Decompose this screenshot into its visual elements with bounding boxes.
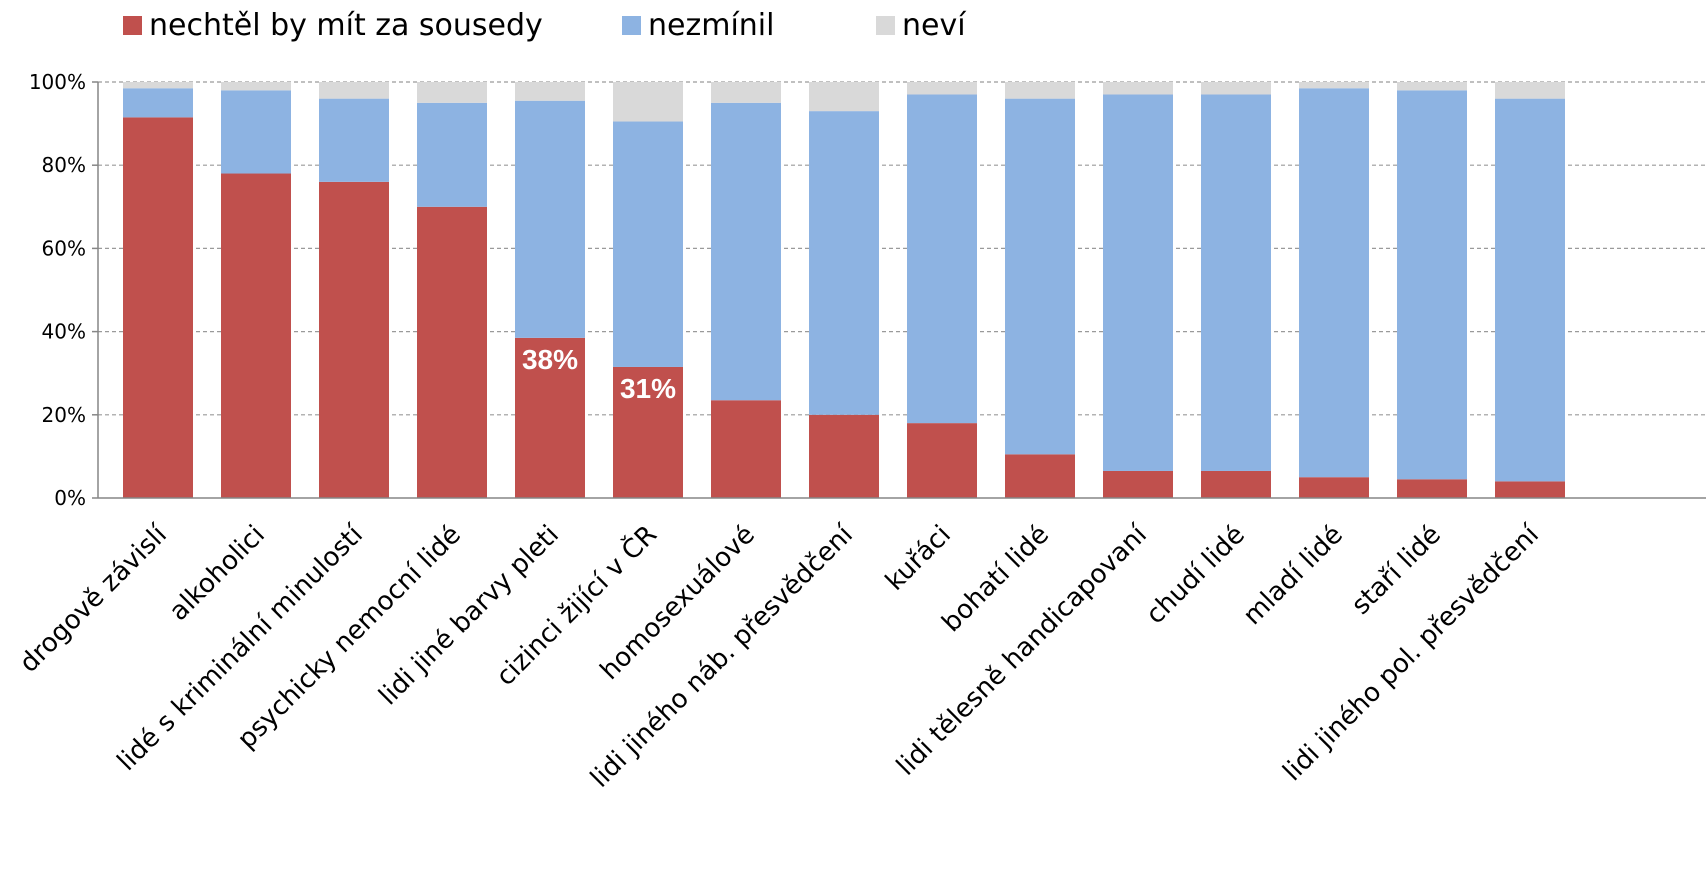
axes [92,81,1706,499]
bar-segment-0-2 [319,181,389,498]
bar-segment-1-9 [1005,98,1075,455]
bar-segment-1-2 [319,98,389,182]
y-tick-label: 80% [42,153,86,177]
legend-swatch [123,16,142,35]
legend-swatch [876,16,895,35]
bar-segment-1-13 [1397,90,1467,480]
legend: nechtěl by mít za sousedy nezmínil neví [123,8,967,43]
bar-segment-2-6 [711,82,781,103]
bar-segment-2-11 [1201,82,1271,95]
bar-segment-0-14 [1495,481,1565,498]
x-category-label: drogově závislí [14,519,173,678]
legend-label: nechtěl by mít za sousedy [149,8,543,43]
bar-segment-2-2 [319,82,389,99]
bar-segment-1-5 [613,121,683,367]
bar-segment-2-7 [809,82,879,112]
bar-segment-0-9 [1005,454,1075,498]
bar-segment-0-12 [1299,477,1369,498]
bar-segment-2-13 [1397,82,1467,91]
legend-label: neví [902,8,967,43]
bar-segment-1-10 [1103,94,1173,471]
bar-segment-0-11 [1201,470,1271,498]
x-category-label: staří lidé [1346,520,1447,621]
bar-segment-2-12 [1299,82,1369,89]
bar-segment-2-1 [221,82,291,91]
bar-segment-2-0 [123,82,193,89]
bar-segment-0-0 [123,117,193,499]
bar-segment-1-11 [1201,94,1271,471]
bar-segment-0-8 [907,423,977,498]
bar-segment-1-7 [809,111,879,415]
x-category-label: mladí lidé [1238,520,1349,631]
bar-segment-2-9 [1005,82,1075,99]
y-tick-labels: 0% 20% 40% 60% 80% 100% [29,70,86,510]
bar-segment-0-1 [221,173,291,498]
bar-segment-1-4 [515,100,585,338]
bar-segment-1-12 [1299,88,1369,478]
y-tick-label: 0% [54,486,86,510]
x-category-label: lidi jiné barvy pleti [373,520,565,712]
bar-segment-0-6 [711,400,781,498]
y-tick-label: 100% [29,70,86,94]
legend-label: nezmínil [648,8,774,43]
bar-segment-2-5 [613,82,683,122]
data-label: 31% [620,373,676,404]
bar-segment-0-4 [515,337,585,498]
data-label: 38% [522,344,578,375]
bar-segment-0-10 [1103,470,1173,498]
bar-segment-1-6 [711,102,781,401]
bar-segment-0-3 [417,206,487,499]
bar-segment-1-8 [907,94,977,424]
bar-segment-1-1 [221,90,291,174]
bar-segment-2-8 [907,82,977,95]
bar-segment-0-13 [1397,479,1467,498]
bar-segment-2-14 [1495,82,1565,99]
y-tick-label: 40% [42,320,86,344]
x-category-label: kuřáci [880,520,957,597]
bar-segment-0-5 [613,366,683,498]
bar-segment-0-7 [809,414,879,498]
bars [123,82,1565,499]
y-tick-label: 20% [42,403,86,427]
bar-segment-1-14 [1495,98,1565,482]
legend-swatch [622,16,641,35]
bar-segment-2-4 [515,82,585,101]
data-labels: 38% 31% [522,344,676,404]
bar-segment-1-3 [417,102,487,207]
x-category-label: alkoholici [164,520,271,627]
y-tick-label: 60% [42,236,86,260]
bar-segment-1-0 [123,88,193,118]
x-category-label: chudí lidé [1140,520,1250,630]
bar-segment-2-10 [1103,82,1173,95]
x-category-label: cizinci žijící v ČR [489,518,663,692]
bar-segment-2-3 [417,82,487,103]
